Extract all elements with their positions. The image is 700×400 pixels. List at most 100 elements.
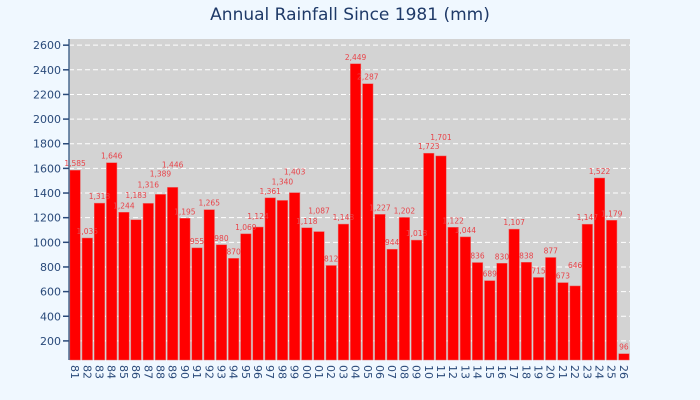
bar-83 [93, 202, 105, 361]
x-tick-label: 84 [105, 365, 118, 379]
bar-03 [337, 223, 349, 361]
x-tick-label: 15 [483, 365, 496, 379]
bar-94 [228, 258, 240, 361]
x-tick-label: 17 [507, 365, 520, 379]
data-label: 1,069 [235, 223, 257, 232]
y-tick-label: 1600 [33, 162, 61, 175]
data-label: 2,287 [357, 73, 379, 82]
data-label: 1,044 [455, 226, 477, 235]
data-label: 1,265 [199, 199, 221, 208]
bar-00 [301, 227, 313, 361]
bar-24 [594, 177, 606, 361]
data-label: 830 [495, 252, 510, 261]
data-label: 1,195 [174, 207, 196, 216]
bar-08 [398, 217, 410, 361]
data-label: 1,018 [406, 229, 428, 238]
x-tick-label: 16 [495, 365, 508, 379]
bar-16 [496, 263, 508, 361]
x-tick-label: 05 [361, 365, 374, 379]
x-tick-label: 83 [92, 365, 105, 379]
data-label: 1,361 [259, 187, 281, 196]
bar-15 [484, 280, 496, 361]
data-label: 2,449 [345, 53, 367, 62]
data-label: 1,318 [89, 192, 111, 201]
bar-98 [276, 200, 288, 361]
x-tick-label: 25 [605, 365, 618, 379]
x-tick-label: 82 [80, 365, 93, 379]
data-label: 646 [568, 261, 583, 270]
y-tick-label: 800 [40, 261, 61, 274]
bar-82 [81, 237, 93, 361]
data-label: 1,585 [64, 159, 86, 168]
bar-25 [606, 220, 618, 361]
data-label: 1,646 [101, 152, 123, 161]
x-tick-label: 91 [190, 365, 203, 379]
bar-09 [411, 239, 423, 361]
bar-89 [167, 187, 179, 361]
bar-97 [264, 197, 276, 361]
x-tick-label: 13 [458, 365, 471, 379]
data-label: 812 [324, 254, 339, 263]
bar-85 [118, 212, 130, 361]
x-tick-label: 89 [166, 365, 179, 379]
data-label: 1,118 [296, 217, 318, 226]
bar-86 [130, 219, 142, 361]
x-tick-label: 86 [129, 365, 142, 379]
data-label: 980 [214, 234, 229, 243]
y-tick-label: 1000 [33, 236, 61, 249]
data-label: 870 [226, 247, 241, 256]
chart-title: Annual Rainfall Since 1981 (mm) [210, 5, 490, 25]
x-tick-label: 02 [324, 365, 337, 379]
x-tick-label: 93 [214, 365, 227, 379]
bar-06 [374, 214, 386, 361]
data-label: 1,183 [125, 191, 147, 200]
x-tick-label: 12 [446, 365, 459, 379]
data-label: 1,723 [418, 142, 440, 151]
bar-11 [435, 155, 447, 361]
bar-81 [69, 169, 81, 361]
bar-18 [520, 262, 532, 361]
x-tick-label: 97 [263, 365, 276, 379]
data-label: 955 [190, 237, 205, 246]
bar-13 [459, 236, 471, 361]
bar-20 [545, 257, 557, 361]
data-label: 96 [619, 343, 629, 352]
x-tick-label: 87 [141, 365, 154, 379]
x-tick-label: 26 [617, 365, 630, 379]
data-label: 836 [470, 252, 485, 261]
x-tick-label: 24 [593, 365, 606, 379]
data-label: 1,087 [308, 207, 330, 216]
y-tick-label: 1800 [33, 138, 61, 151]
x-tick-label: 00 [300, 365, 313, 379]
x-tick-label: 08 [397, 365, 410, 379]
x-tick-label: 99 [288, 365, 301, 379]
data-label: 944 [385, 238, 400, 247]
bar-88 [154, 194, 166, 361]
bar-96 [252, 226, 264, 361]
x-tick-label: 96 [251, 365, 264, 379]
data-label: 1,227 [369, 203, 391, 212]
x-tick-label: 06 [373, 365, 386, 379]
y-tick-label: 600 [40, 286, 61, 299]
bar-01 [313, 231, 325, 361]
data-label: 673 [556, 272, 571, 281]
data-label: 1,124 [247, 212, 269, 221]
x-tick-label: 90 [178, 365, 191, 379]
data-label: 877 [544, 246, 559, 255]
x-tick-label: 92 [202, 365, 215, 379]
data-label: 1,403 [284, 168, 306, 177]
data-label: 1,389 [150, 169, 172, 178]
bar-95 [240, 233, 252, 361]
bar-02 [325, 265, 337, 361]
x-tick-label: 11 [434, 365, 447, 379]
x-tick-label: 22 [568, 365, 581, 379]
data-label: 1,107 [503, 218, 525, 227]
bar-21 [557, 282, 569, 361]
bar-07 [386, 248, 398, 361]
bar-99 [289, 192, 301, 361]
bar-87 [142, 203, 154, 361]
x-tick-label: 07 [385, 365, 398, 379]
bar-14 [472, 262, 484, 361]
bar-23 [581, 223, 593, 361]
